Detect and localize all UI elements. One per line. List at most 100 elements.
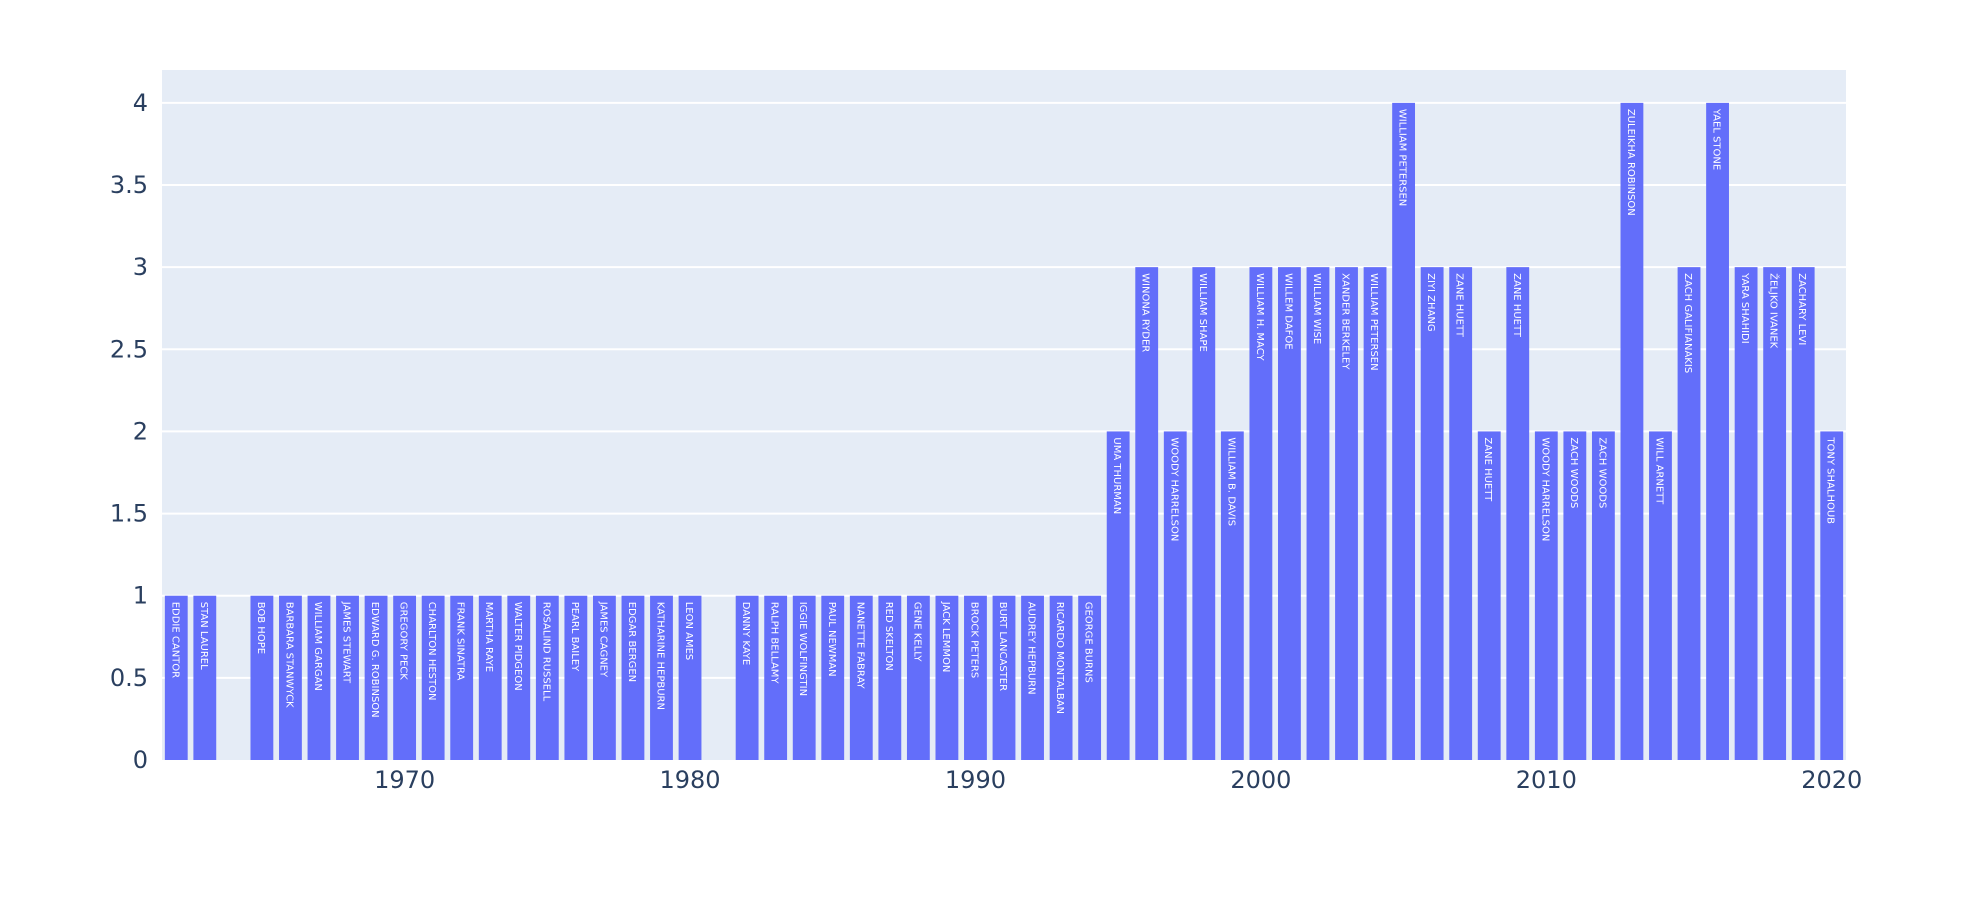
- bar-label: PAUL NEWMAN: [826, 602, 837, 677]
- bar-label: JAMES CAGNEY: [597, 601, 608, 678]
- bar-label: FRANK SINATRA: [455, 602, 466, 681]
- bar-label: ROSALIND RUSSELL: [540, 602, 551, 702]
- bar-label: PEARL BAILEY: [569, 602, 580, 672]
- bar-label: GEORGE BURNS: [1083, 602, 1094, 683]
- bar-label: WILLIAM H. MACY: [1254, 273, 1265, 361]
- bar-label: EDGAR BERGEN: [626, 602, 637, 682]
- bar-label: WILLIAM B. DAVIS: [1225, 437, 1236, 526]
- bar-label: ZACH WOODS: [1568, 437, 1579, 508]
- bar: [621, 595, 645, 760]
- bar: [564, 595, 588, 760]
- bar: [906, 595, 930, 760]
- bar-label: ŽELJKO IVANEK: [1768, 273, 1781, 349]
- bar: [992, 595, 1016, 760]
- y-tick-label: 3: [133, 253, 148, 281]
- bar: [1734, 267, 1758, 760]
- bar-label: WILLEM DAFOE: [1282, 273, 1293, 349]
- bar: [1192, 267, 1216, 760]
- bar: [279, 595, 302, 760]
- bar-label: ZACH WOODS: [1596, 437, 1607, 508]
- y-tick-label: 1.5: [110, 500, 148, 528]
- x-tick-label: 2000: [1230, 766, 1291, 794]
- bar: [421, 595, 445, 760]
- bar: [1021, 595, 1044, 760]
- bar-label: ZACHARY LEVI: [1796, 273, 1807, 345]
- bar-label: ZACH GALIFIANAKIS: [1682, 273, 1693, 373]
- bar-label: ZIYI ZHANG: [1425, 273, 1436, 331]
- y-tick-label: 0: [133, 746, 148, 774]
- bar: [364, 595, 388, 760]
- bar-label: RED SKELTON: [883, 602, 894, 671]
- bar-label: STAN LAUREL: [198, 602, 209, 670]
- x-axis: 1970 1980 1990 2000 2010 2020: [374, 766, 1862, 794]
- bar: [535, 595, 559, 760]
- bar: [735, 595, 759, 760]
- bar-label: WINONA RYDER: [1140, 273, 1151, 352]
- bar: [592, 595, 616, 760]
- y-tick-label: 1: [133, 582, 148, 610]
- bar-label: WILLIAM GARGAN: [312, 602, 323, 691]
- bar: [792, 595, 816, 760]
- bar: [393, 595, 417, 760]
- bar: [478, 595, 502, 760]
- x-tick-label: 2020: [1801, 766, 1862, 794]
- bar: [1820, 431, 1844, 760]
- bar-label: WILLIAM PETERSEN: [1397, 109, 1408, 206]
- bar: [1649, 431, 1672, 760]
- bar-label: TONY SHALHOUB: [1825, 436, 1836, 524]
- bar: [1106, 431, 1130, 760]
- bar: [1677, 267, 1701, 760]
- y-tick-label: 2: [133, 417, 148, 445]
- y-tick-label: 2.5: [110, 335, 148, 363]
- bar: [507, 595, 531, 760]
- bar-label: JAMES STEWART: [341, 601, 352, 684]
- bar-label: NANETTE FABRAY: [854, 602, 865, 690]
- bar: [1135, 267, 1159, 760]
- x-tick-label: 1980: [659, 766, 720, 794]
- bar: [849, 595, 873, 760]
- bar-label: WOODY HARRELSON: [1168, 437, 1179, 541]
- y-tick-label: 0.5: [110, 664, 148, 692]
- bar: [1591, 431, 1615, 760]
- bar: [336, 595, 359, 760]
- y-tick-label: 4: [133, 89, 148, 117]
- bar: [1420, 267, 1444, 760]
- bar: [678, 595, 702, 760]
- bar: [878, 595, 902, 760]
- bar-label: JACK LEMMON: [940, 601, 951, 673]
- bar: [1163, 431, 1187, 760]
- bar-label: BROCK PETERS: [968, 602, 979, 678]
- bar: [1563, 431, 1587, 760]
- bar-label: UMA THURMAN: [1111, 437, 1122, 514]
- bar-label: EDWARD G. ROBINSON: [369, 602, 380, 718]
- bar: [935, 595, 959, 760]
- y-tick-label: 3.5: [110, 171, 148, 199]
- bar: [1363, 267, 1387, 760]
- bar-label: RALPH BELLAMY: [769, 602, 780, 685]
- bar-label: IGGIE WOLFINGTIN: [797, 602, 808, 696]
- bar: [1706, 102, 1729, 761]
- bar-labels: EDDIE CANTOR STAN LAUREL BOB HOPE BARBARA S…: [169, 108, 1835, 718]
- bar: [1049, 595, 1073, 760]
- bar-label: WILLIAM SHAPE: [1197, 273, 1208, 352]
- bar-label: WOODY HARRELSON: [1539, 437, 1550, 541]
- bar: [307, 595, 331, 760]
- x-tick-label: 1990: [945, 766, 1006, 794]
- bar-label: BARBARA STANWYCK: [283, 602, 294, 708]
- bar-series: [164, 102, 1844, 761]
- bar: [1392, 102, 1416, 761]
- bar-label: WILLIAM WISE: [1311, 273, 1322, 344]
- bar: [1477, 431, 1501, 760]
- bar-label: AUDREY HEPBURN: [1026, 602, 1037, 695]
- bar: [1078, 595, 1102, 760]
- bar: [1763, 267, 1787, 760]
- bar-label: ZANE HUETT: [1482, 437, 1493, 502]
- bar-label: WILL ARNETT: [1653, 437, 1664, 505]
- bar: [1791, 267, 1815, 760]
- bar: [1220, 431, 1244, 760]
- bar: [1335, 267, 1358, 760]
- bar: [1506, 267, 1530, 760]
- bar-label: CHARLTON HESTON: [426, 602, 437, 701]
- bar: [650, 595, 673, 760]
- bar: [964, 595, 987, 760]
